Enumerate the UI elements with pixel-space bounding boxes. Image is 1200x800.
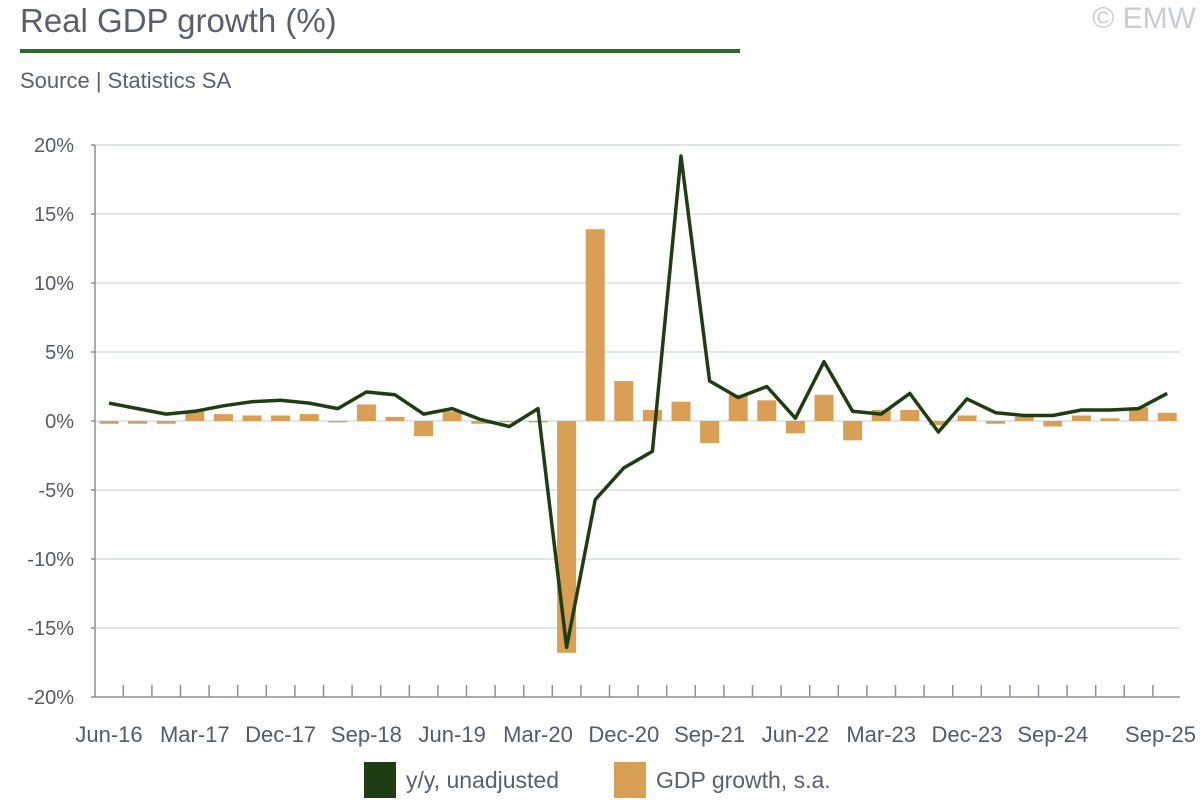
y-tick-label: -5% [38,480,74,502]
bar [128,421,148,424]
y-axis-tick-labels: 20% 15% 10% 5% 0% -5% -10% -15% -20% [27,135,74,709]
legend-swatch-line [364,762,396,798]
bar [99,421,119,424]
bar [1071,415,1091,421]
bar [213,414,233,421]
bar [814,394,834,421]
y-tick-label: 20% [34,135,74,157]
x-tick-label: Dec-17 [245,722,316,747]
bar [614,380,634,421]
bar [356,404,376,421]
bar [728,394,748,421]
bar [1129,407,1149,421]
bar [328,421,348,423]
bar [642,409,662,421]
x-tick-label: Sep-21 [674,722,745,747]
bar [757,400,777,421]
bar [299,414,319,421]
x-tick-label: Mar-20 [503,722,573,747]
legend-item-bar: GDP growth, s.a. [614,762,831,798]
chart-legend: y/y, unadjusted GDP growth, s.a. [0,762,1200,800]
bar [986,421,1006,424]
y-tick-label: 10% [34,273,74,295]
bar [471,421,491,424]
gdp-chart: 20% 15% 10% 5% 0% -5% -10% -15% -20% Jun-16 Mar-1… [27,135,1196,747]
legend-label-line: y/y, unadjusted [406,766,560,793]
x-tick-label: Jun-16 [75,722,142,747]
y-tick-label: -10% [27,549,74,571]
bar [785,421,805,434]
bar [1043,421,1063,427]
line-yy-unadjusted [108,154,1169,650]
axes [94,145,1180,698]
legend-item-line: y/y, unadjusted [364,762,559,798]
bar-series [99,229,1177,653]
bar [1100,418,1120,421]
line-series [108,154,1169,650]
title-underline [20,49,740,53]
bar [900,409,920,421]
bar [271,415,291,421]
x-axis-tick-labels: Jun-16 Mar-17 Dec-17 Sep-18 Jun-19 Mar-20 Dec-… [75,722,1196,747]
x-tick-label: Sep-25 [1125,722,1196,747]
y-tick-label: 0% [45,411,74,433]
bar [1157,412,1177,421]
x-tick-label: Sep-24 [1017,722,1088,747]
x-tick-label: Dec-20 [588,722,659,747]
x-tick-label: Dec-23 [932,722,1003,747]
bar [1014,416,1034,421]
bar [671,401,691,421]
chart-title: Real GDP growth (%) [20,2,337,39]
legend-label-bar: GDP growth, s.a. [656,766,831,793]
bar [928,421,948,426]
x-tick-label: Mar-23 [846,722,916,747]
bar [843,421,863,441]
bar [242,415,262,421]
bar [499,421,519,423]
y-tick-label: 15% [34,204,74,226]
bar [585,229,605,421]
x-tick-label: Jun-22 [762,722,829,747]
bar [414,421,434,437]
y-tick-label: -15% [27,618,74,640]
y-tick-label: -20% [27,687,74,709]
bar [442,411,462,421]
bar [185,411,205,421]
legend-swatch-bar [614,762,646,798]
x-tick-label: Mar-17 [160,722,230,747]
y-tick-label: 5% [45,342,74,364]
bar [957,415,977,421]
bar [700,421,720,444]
bar [385,416,405,421]
copyright-watermark: © EMW [1092,2,1196,35]
source-note: Source | Statistics SA [20,68,232,93]
x-tick-label: Sep-18 [331,722,402,747]
bar [156,421,176,424]
x-tick-label: Jun-19 [419,722,486,747]
